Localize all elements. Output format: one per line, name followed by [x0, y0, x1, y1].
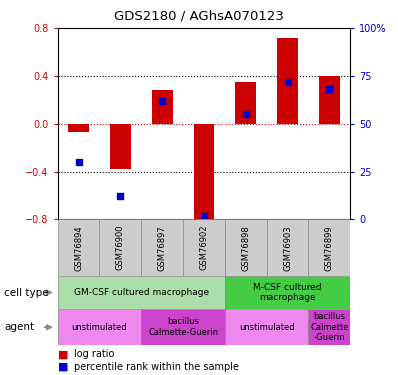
Text: GSM76899: GSM76899	[325, 225, 334, 271]
Text: cell type: cell type	[4, 288, 49, 297]
Bar	[100, 219, 141, 276]
Text: GSM76898: GSM76898	[241, 225, 250, 271]
Point	[76, 159, 82, 165]
Bar	[110, 124, 131, 169]
Text: log ratio: log ratio	[74, 350, 114, 359]
Point	[285, 79, 291, 85]
Text: GM-CSF cultured macrophage: GM-CSF cultured macrophage	[74, 288, 209, 297]
Bar	[152, 90, 173, 124]
Text: GSM76903: GSM76903	[283, 225, 292, 271]
Bar	[225, 309, 308, 345]
Bar	[308, 309, 350, 345]
Bar	[267, 219, 308, 276]
Bar	[235, 82, 256, 124]
Bar	[141, 309, 225, 345]
Point	[117, 194, 124, 200]
Bar	[308, 219, 350, 276]
Bar	[68, 124, 89, 132]
Text: GSM76902: GSM76902	[199, 225, 209, 270]
Bar	[319, 76, 340, 124]
Bar	[58, 309, 141, 345]
Text: ■: ■	[58, 362, 68, 372]
Bar	[183, 219, 225, 276]
Text: unstimulated: unstimulated	[239, 322, 295, 332]
Text: GSM76900: GSM76900	[116, 225, 125, 270]
Text: percentile rank within the sample: percentile rank within the sample	[74, 362, 239, 372]
Bar	[141, 219, 183, 276]
Point	[159, 98, 166, 104]
Text: unstimulated: unstimulated	[72, 322, 127, 332]
Bar	[277, 38, 298, 124]
Text: GSM76894: GSM76894	[74, 225, 83, 271]
Bar	[225, 276, 350, 309]
Text: ■: ■	[58, 350, 68, 359]
Text: M-CSF cultured
macrophage: M-CSF cultured macrophage	[253, 283, 322, 302]
Text: bacillus
Calmette-Guerin: bacillus Calmette-Guerin	[148, 318, 218, 337]
Text: agent: agent	[4, 322, 34, 332]
Text: bacillus
Calmette
-Guerin: bacillus Calmette -Guerin	[310, 312, 349, 342]
Point	[326, 86, 333, 92]
Text: GSM76897: GSM76897	[158, 225, 167, 271]
Point	[243, 111, 249, 117]
Bar	[58, 219, 100, 276]
Text: GDS2180 / AGhsA070123: GDS2180 / AGhsA070123	[114, 9, 284, 22]
Point	[201, 213, 207, 219]
Bar	[225, 219, 267, 276]
Bar	[193, 124, 215, 222]
Bar	[58, 276, 225, 309]
